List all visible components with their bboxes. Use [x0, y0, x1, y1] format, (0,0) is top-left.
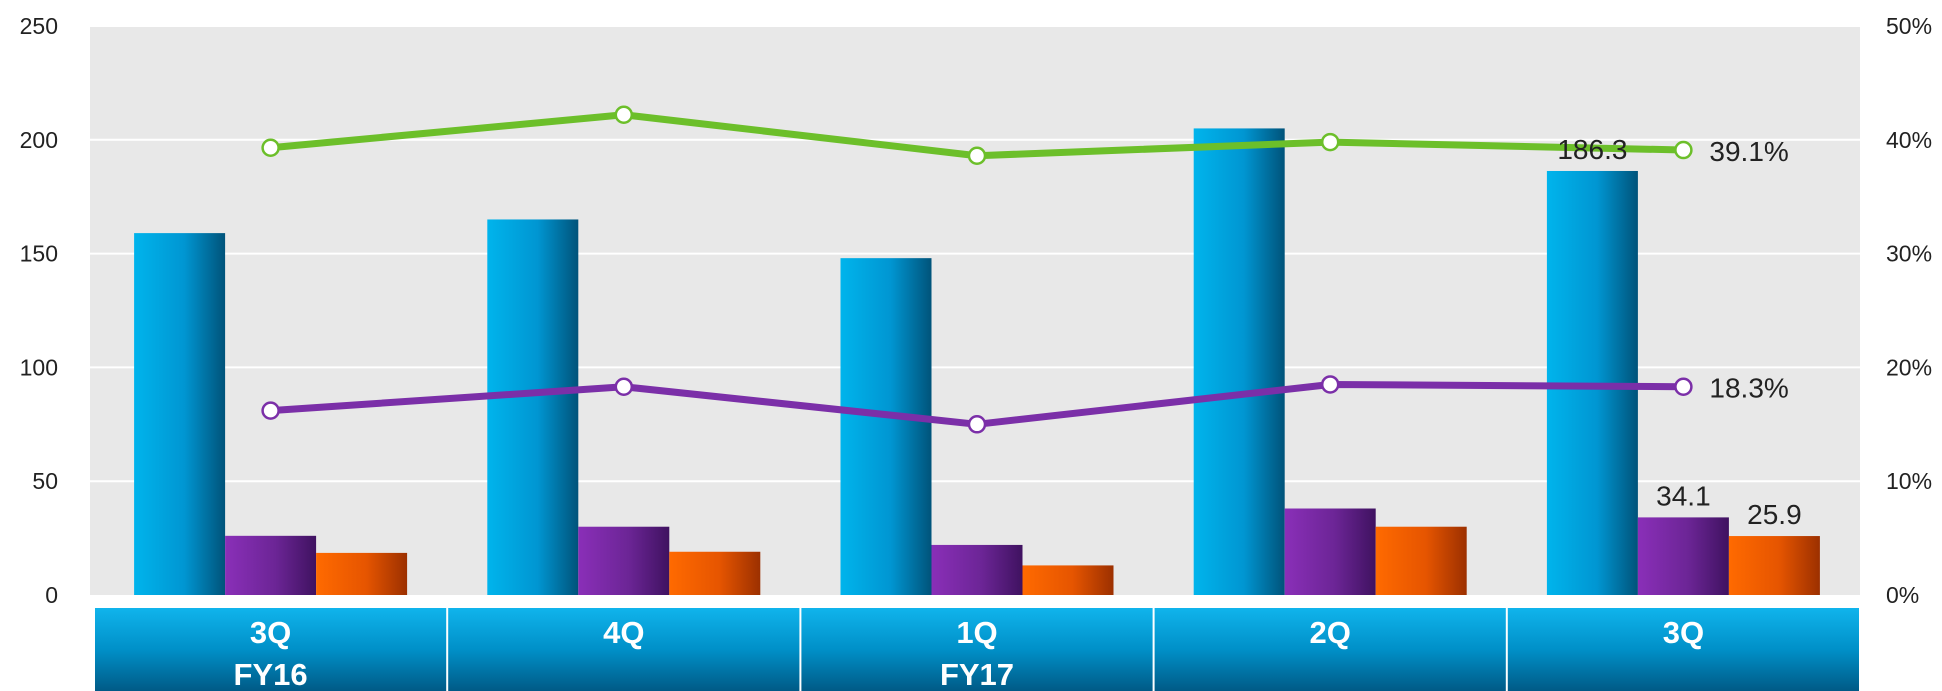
line-point	[1674, 140, 1693, 160]
y-tick-label: 100	[20, 354, 58, 380]
category-label: 1Q	[956, 615, 997, 650]
y-axis-right: 0% 10% 20% 30% 40% 50%	[1886, 13, 1932, 608]
line-point	[1320, 132, 1340, 152]
y2-tick-label: 50%	[1886, 13, 1932, 39]
category-cell	[1507, 608, 1859, 691]
bar-data-label: 25.9	[1747, 499, 1802, 530]
fiscal-year-label: FY16	[234, 657, 308, 691]
bar	[840, 258, 932, 595]
bar	[578, 526, 670, 595]
fiscal-year-label: FY17	[940, 657, 1014, 691]
bar	[1728, 536, 1820, 595]
category-cell	[1154, 608, 1506, 691]
y-tick-label: 0	[45, 582, 58, 608]
data-labels: 186.3 34.1 25.9 39.1% 18.3%	[1557, 134, 1801, 530]
category-label: 3Q	[1663, 615, 1704, 650]
bar	[669, 551, 761, 595]
bar	[1193, 128, 1285, 596]
y-tick-label: 50	[32, 468, 58, 494]
line-point	[1674, 377, 1693, 396]
bar	[1284, 508, 1376, 595]
y-tick-label: 250	[20, 13, 58, 39]
bar-data-label: 186.3	[1557, 134, 1627, 165]
bar	[1637, 517, 1729, 595]
line-point	[614, 377, 634, 396]
y2-tick-label: 10%	[1886, 468, 1932, 494]
category-axis: 3Q FY16 4Q 1Q FY17 2Q 3Q	[95, 608, 1859, 691]
y-tick-label: 150	[20, 241, 58, 267]
category-cell	[95, 608, 447, 691]
category-cell	[801, 608, 1153, 691]
bar	[316, 552, 408, 595]
bar	[487, 219, 579, 595]
y-axis-left: 0 50 100 150 200 250	[20, 13, 58, 608]
bar	[931, 544, 1023, 595]
bars	[134, 128, 1820, 596]
y2-tick-label: 40%	[1886, 127, 1932, 153]
category-label: 4Q	[603, 615, 644, 650]
bar-data-label: 34.1	[1656, 480, 1711, 511]
category-label: 2Q	[1310, 615, 1351, 650]
bar	[134, 233, 226, 595]
line-data-label: 39.1%	[1709, 136, 1788, 167]
bar	[1022, 565, 1114, 595]
line-point	[967, 415, 987, 434]
y2-tick-label: 20%	[1886, 354, 1932, 380]
y2-tick-label: 0%	[1886, 582, 1919, 608]
bar	[225, 535, 317, 595]
bar	[1375, 526, 1467, 595]
line-point	[614, 105, 634, 125]
category-cell	[448, 608, 800, 691]
lines	[261, 105, 1693, 434]
line-point	[967, 146, 987, 165]
line-point	[261, 401, 280, 420]
y2-tick-label: 30%	[1886, 241, 1932, 267]
line-point	[1320, 375, 1340, 394]
y-tick-label: 200	[20, 127, 58, 153]
line-point	[261, 138, 280, 158]
category-label: 3Q	[250, 615, 291, 650]
line-data-label: 18.3%	[1709, 373, 1788, 404]
